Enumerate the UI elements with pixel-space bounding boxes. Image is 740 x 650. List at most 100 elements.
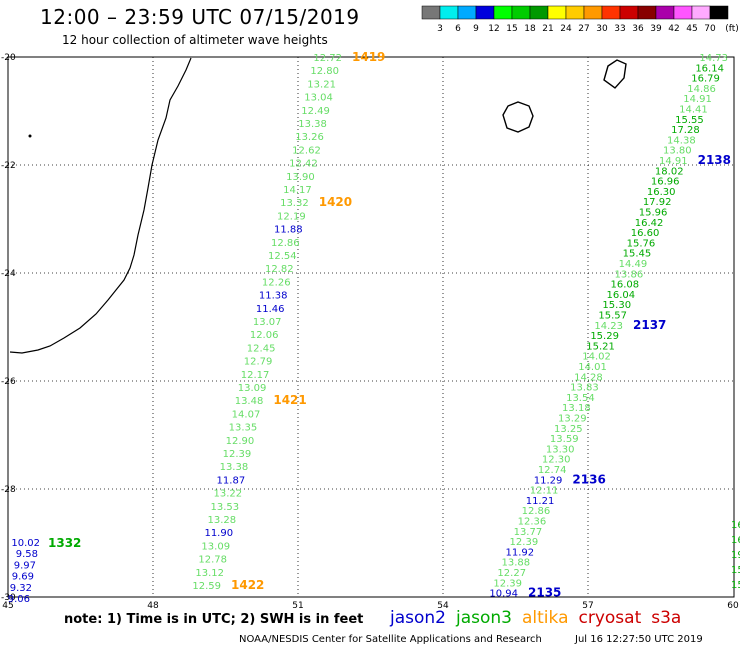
swh-value: 15.55 — [675, 115, 704, 126]
swh-value: 16.79 — [691, 74, 720, 85]
swh-value-partial: 15 — [731, 565, 740, 576]
swh-value: 13.53 — [211, 502, 240, 513]
swh-value: 12.49 — [301, 106, 330, 117]
swh-value: 13.80 — [663, 146, 692, 157]
color-tick-label: 18 — [524, 24, 536, 34]
swh-value: 9.69 — [12, 572, 34, 583]
wave-height-map: 45 48 51 54 57 60 -20 -22 -24 -26 -28 -30 12.72 12.80… — [1, 50, 740, 610]
island-reunion — [502, 101, 534, 133]
pass-time: 2135 — [528, 586, 561, 600]
color-tick-label: 42 — [668, 24, 679, 34]
swh-value: 13.22 — [214, 489, 243, 500]
pass-time: 1419 — [352, 50, 385, 64]
color-tick-label: 33 — [614, 24, 625, 34]
swh-value: 14.07 — [232, 409, 261, 420]
swh-value: 14.91 — [683, 94, 712, 105]
swh-value: 13.77 — [514, 527, 543, 538]
swh-value: 13.90 — [286, 172, 315, 183]
swh-value: 15.45 — [623, 249, 652, 260]
swh-value: 13.12 — [195, 568, 224, 579]
swh-value: 15.21 — [586, 341, 615, 352]
lon-tick-label: 54 — [437, 601, 449, 610]
swh-value: 13.28 — [207, 515, 236, 526]
lon-tick-label: 45 — [2, 601, 13, 610]
swh-value: 15.29 — [590, 331, 619, 342]
swh-value: 11.21 — [526, 496, 555, 507]
pass-time: 1422 — [231, 578, 264, 592]
swh-value: 16.96 — [651, 177, 680, 188]
swh-value: 13.48 — [235, 396, 264, 407]
swh-value: 12.62 — [292, 145, 321, 156]
swh-value-partial: 15 — [731, 580, 740, 591]
island-mauritius — [603, 59, 627, 89]
legend-s3a: s3a — [651, 608, 682, 628]
swh-value: 11.87 — [217, 475, 246, 486]
swh-value: 12.45 — [247, 343, 276, 354]
swh-value: 17.28 — [671, 125, 700, 136]
legend-cryosat: cryosat — [578, 608, 642, 628]
color-tick-label: 45 — [686, 24, 697, 34]
swh-value: 12.80 — [310, 66, 339, 77]
swh-value: 12.27 — [497, 568, 526, 579]
swh-value: 12.82 — [265, 264, 294, 275]
lat-tick-label: -20 — [1, 53, 16, 63]
swh-value: 12.26 — [262, 277, 291, 288]
color-tick-label: 27 — [578, 24, 589, 34]
swh-value: 14.01 — [578, 362, 607, 373]
swh-value: 12.30 — [542, 455, 571, 466]
lon-tick-label: 48 — [147, 601, 159, 610]
swh-value: 12.54 — [268, 251, 297, 262]
island-small — [28, 134, 32, 138]
chart-title: 12:00 – 23:59 UTC 07/15/2019 — [40, 5, 360, 29]
legend-altika: altika — [522, 608, 569, 628]
swh-value: 12.86 — [522, 506, 551, 517]
color-scale-bar: 3 6 9 12 15 18 21 24 27 30 33 36 39 42 45 70 (ft) — [421, 5, 739, 34]
swh-value: 13.21 — [307, 79, 336, 90]
legend-jason3: jason3 — [456, 608, 512, 628]
swh-value: 13.29 — [558, 414, 587, 425]
swh-value: 15.57 — [598, 311, 627, 322]
swh-value: 13.09 — [201, 541, 230, 552]
swh-value: 11.38 — [259, 291, 288, 302]
swh-value: 13.30 — [546, 444, 575, 455]
swh-value: 18.02 — [655, 166, 684, 177]
color-unit-label: (ft) — [725, 24, 739, 34]
pass-time: 2137 — [633, 318, 666, 332]
map-frame — [7, 56, 735, 598]
swh-value-partial: 16 — [731, 520, 740, 531]
color-tick-label: 12 — [488, 24, 499, 34]
swh-value: 13.83 — [570, 383, 599, 394]
pass-time: 2136 — [572, 472, 605, 486]
swh-value: 10.02 — [11, 538, 40, 549]
swh-value: 12.39 — [510, 537, 539, 548]
color-tick-label: 3 — [437, 24, 443, 34]
swh-value: 12.72 — [313, 53, 342, 64]
color-tick-label: 6 — [455, 24, 461, 34]
color-tick-label: 30 — [596, 24, 608, 34]
swh-value: 16.08 — [611, 280, 640, 291]
swh-value: 14.73 — [699, 53, 728, 64]
swh-value: 12.74 — [538, 465, 567, 476]
color-tick-label: 39 — [650, 24, 662, 34]
chart-subtitle: 12 hour collection of altimeter wave hei… — [62, 33, 328, 47]
swh-value: 14.38 — [667, 135, 696, 146]
swh-value: 11.88 — [274, 225, 303, 236]
swh-value: 15.76 — [627, 238, 656, 249]
swh-value: 16.30 — [647, 187, 676, 198]
swh-value: 12.06 — [250, 330, 279, 341]
swh-value: 12.39 — [493, 578, 522, 589]
lat-tick-label: -28 — [1, 485, 16, 495]
color-tick-label: 36 — [632, 24, 644, 34]
swh-value: 13.88 — [501, 558, 530, 569]
color-tick-label: 70 — [704, 24, 716, 34]
lat-tick-label: -30 — [1, 593, 16, 603]
color-tick-label: 24 — [560, 24, 572, 34]
swh-value: 17.92 — [643, 197, 672, 208]
pass-time: 1420 — [319, 195, 352, 209]
pass-time: 1332 — [48, 536, 81, 550]
swh-value: 13.32 — [280, 198, 309, 209]
swh-value: 13.26 — [295, 132, 324, 143]
swh-value: 9.06 — [8, 594, 30, 605]
swh-value: 11.29 — [534, 475, 563, 486]
swh-value: 13.25 — [554, 424, 583, 435]
